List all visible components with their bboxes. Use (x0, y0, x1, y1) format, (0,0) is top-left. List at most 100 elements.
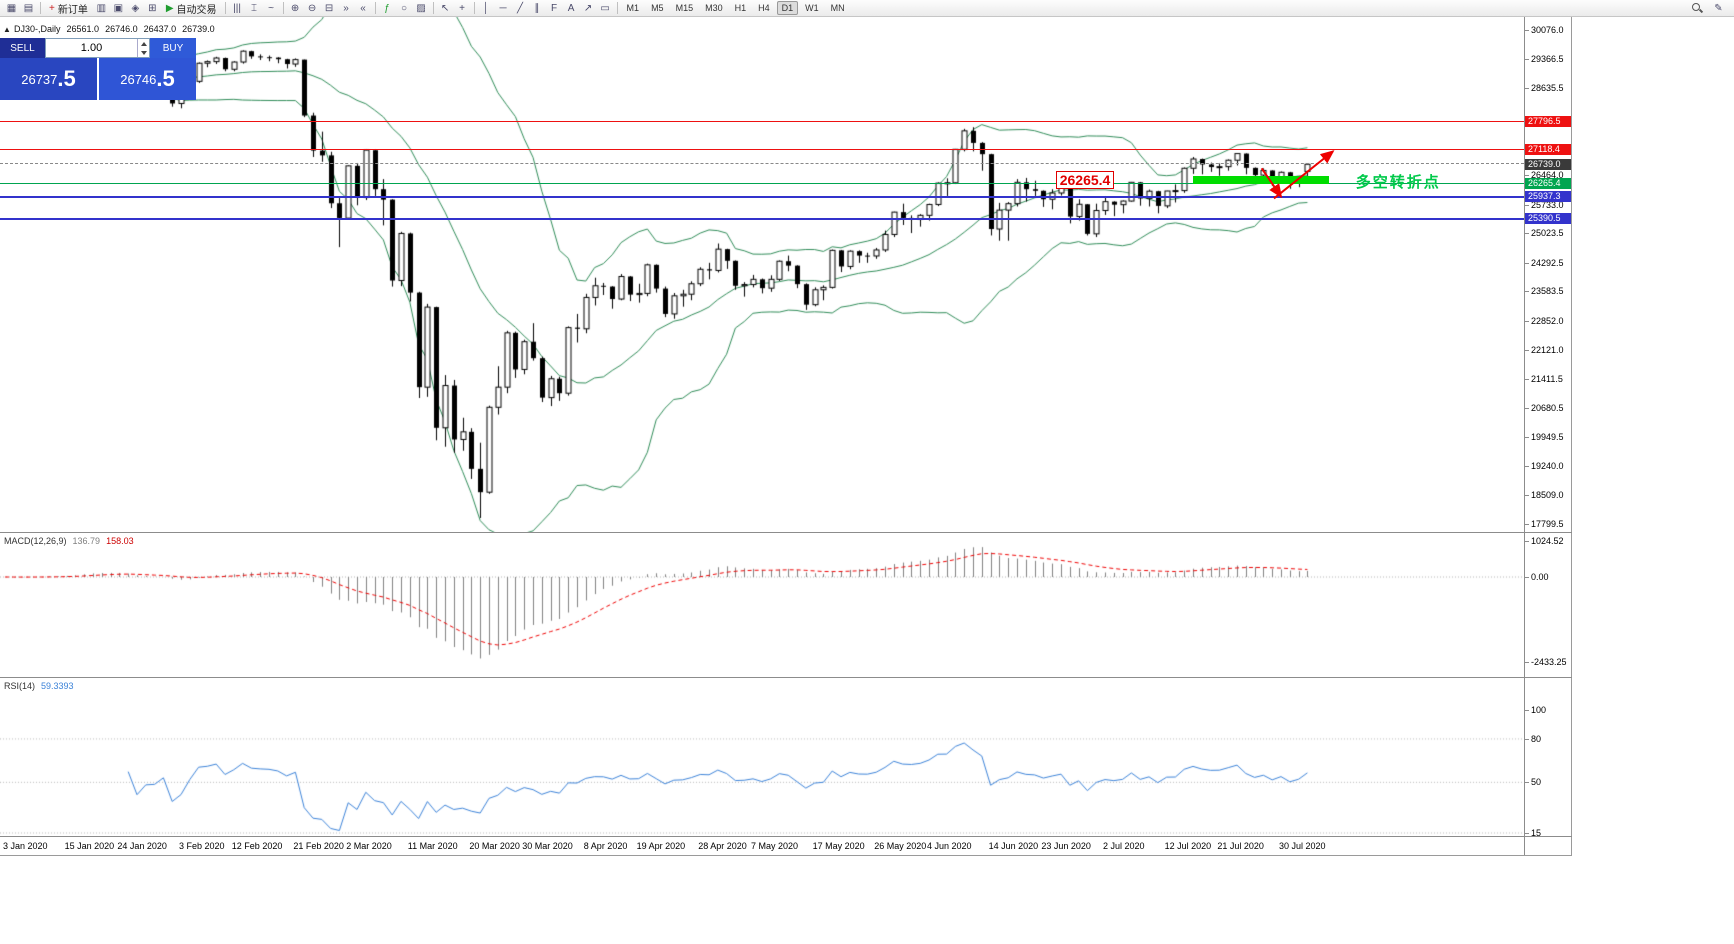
buy-button[interactable]: BUY (150, 38, 196, 58)
templates-icon[interactable]: ▨ (413, 1, 430, 16)
channel-icon: ∥ (534, 2, 540, 14)
pivot-line-green[interactable] (0, 182, 1524, 184)
search-icon[interactable] (1689, 1, 1706, 16)
resistance-line-upper[interactable] (0, 121, 1524, 123)
edit-icon[interactable]: ✎ (1714, 2, 1723, 14)
new-chart-icon[interactable]: ▦ (3, 1, 20, 16)
navigator-icon[interactable]: ◈ (127, 1, 144, 16)
vertical-line-icon[interactable]: │ (478, 1, 495, 16)
cursor-icon[interactable]: ↖ (437, 1, 454, 16)
timeframe-d1[interactable]: D1 (776, 1, 799, 15)
cursor-icon: ↖ (440, 2, 450, 14)
shapes-icon[interactable]: ▭ (597, 1, 614, 16)
date-label: 17 May 2020 (812, 841, 865, 851)
data-window-icon[interactable]: ▣ (110, 1, 127, 16)
new-order-button[interactable]: + 新订单 (44, 1, 93, 16)
terminal-icon[interactable]: ⊞ (144, 1, 161, 16)
horizontal-line-icon[interactable]: ─ (495, 1, 512, 16)
timeframe-m30[interactable]: M30 (705, 3, 723, 13)
buy-price-pips: .5 (156, 66, 175, 91)
volume-spinner[interactable] (137, 39, 149, 57)
price-axis[interactable]: 30076.0 29366.5 28635.5 26464.0 25733.0 25023… (1524, 17, 1572, 855)
macd-panel-splitter[interactable] (0, 532, 1572, 533)
price-tick: 20680.5 (1525, 403, 1564, 414)
timeframe-h4[interactable]: H4 (758, 3, 770, 13)
rsi-header: RSI(14) 59.3393 (4, 681, 80, 691)
timeframe-m5[interactable]: M5 (651, 3, 664, 13)
zoom-in-icon[interactable]: ⊕ (287, 1, 304, 16)
timeframe-w1[interactable]: W1 (805, 3, 819, 13)
auto-trading-button-label: 自动交易 (176, 4, 217, 16)
time-axis[interactable]: 3 Jan 2020 15 Jan 2020 24 Jan 2020 3 Feb 20… (0, 836, 1572, 855)
date-label: 8 Apr 2020 (583, 841, 628, 851)
timeframe-m1[interactable]: M1 (626, 3, 640, 13)
one-click-panel-toggle[interactable]: ▲ (3, 25, 11, 34)
price-callout-label[interactable]: 26265.4 (1055, 170, 1115, 189)
price-tick: 18509.0 (1525, 490, 1564, 501)
text-icon[interactable]: A (563, 1, 580, 16)
date-label: 11 Mar 2020 (407, 841, 458, 851)
tile-windows-icon[interactable]: ⊟ (321, 1, 338, 16)
pivot-zone-rectangle[interactable] (1193, 175, 1330, 185)
date-label: 12 Jul 2020 (1164, 841, 1212, 851)
support-line-lower[interactable] (0, 217, 1524, 220)
arrows-icon[interactable]: ↗ (580, 1, 597, 16)
date-label: 12 Feb 2020 (231, 841, 283, 851)
support-line-upper[interactable] (0, 195, 1524, 198)
new-order-button-label: 新订单 (57, 4, 88, 16)
trendline-icon[interactable]: ╱ (512, 1, 529, 16)
date-label: 4 Jun 2020 (927, 841, 972, 851)
date-label: 3 Jan 2020 (3, 841, 48, 851)
volume-down-icon[interactable] (138, 48, 149, 57)
pivot-point-text[interactable]: 多空转折点 (1355, 173, 1441, 191)
periods-icon[interactable]: ○ (396, 1, 413, 16)
bid-price-line[interactable] (0, 163, 1524, 165)
auto-scroll-icon[interactable]: » (338, 1, 355, 16)
sell-button[interactable]: SELL (0, 38, 45, 58)
price-tick: 17799.5 (1525, 519, 1564, 529)
buy-price-display[interactable]: 26746.5 (99, 58, 196, 100)
volume-field[interactable]: 1.00 (45, 38, 150, 58)
volume-value[interactable]: 1.00 (80, 42, 103, 54)
date-label: 23 Jun 2020 (1041, 841, 1091, 851)
macd-title: MACD(12,26,9) (4, 536, 67, 546)
resistance-line-lower-label: 27118.4 (1525, 143, 1571, 155)
fibonacci-icon[interactable]: F (546, 1, 563, 16)
rsi-panel-splitter[interactable] (0, 677, 1572, 678)
sell-price-display[interactable]: 26737.5 (0, 58, 97, 100)
arrows-icon: ↗ (583, 2, 593, 14)
auto-trading-button[interactable]: ▶ 自动交易 (161, 1, 222, 16)
indicators-icon[interactable]: ƒ (379, 1, 396, 16)
candlestick-chart-icon[interactable]: ⌶ (246, 1, 263, 16)
price-chart-canvas[interactable] (0, 17, 1524, 836)
periods-icon: ○ (401, 2, 408, 14)
text-icon: A (567, 2, 575, 14)
chart-profiles-icon[interactable]: ▤ (20, 1, 37, 16)
channel-icon[interactable]: ∥ (529, 1, 546, 16)
volume-up-icon[interactable] (138, 39, 149, 48)
auto-trading-icon: ▶ (165, 2, 174, 14)
resistance-line-lower[interactable] (0, 148, 1524, 150)
date-label: 20 Mar 2020 (469, 841, 520, 851)
terminal-icon: ⊞ (148, 2, 157, 14)
chart-window: ▲ DJ30-,Daily 26561.0 26746.0 26437.0 26739.… (0, 17, 1572, 856)
bar-chart-icon[interactable]: ||| (229, 1, 246, 16)
timeframe-mn[interactable]: MN (830, 3, 845, 13)
crosshair-icon[interactable]: + (454, 1, 471, 16)
date-label: 21 Feb 2020 (293, 841, 344, 851)
toolbar-separator (40, 2, 41, 14)
date-label: 14 Jun 2020 (988, 841, 1039, 851)
timeframe-m15[interactable]: M15 (675, 3, 694, 13)
line-chart-icon[interactable]: ~ (263, 1, 280, 16)
price-tick: 23583.5 (1525, 286, 1564, 297)
rsi-title: RSI(14) (4, 681, 36, 691)
zoom-out-icon[interactable]: ⊖ (304, 1, 321, 16)
chart-shift-icon[interactable]: « (355, 1, 372, 16)
rsi-value: 59.3393 (41, 681, 74, 691)
navigator-icon: ◈ (131, 2, 140, 14)
market-watch-icon[interactable]: ▥ (93, 1, 110, 16)
data-window-icon: ▣ (113, 2, 124, 14)
templates-icon: ▨ (416, 2, 426, 14)
shapes-icon: ▭ (600, 2, 610, 14)
timeframe-h1[interactable]: H1 (734, 3, 747, 13)
